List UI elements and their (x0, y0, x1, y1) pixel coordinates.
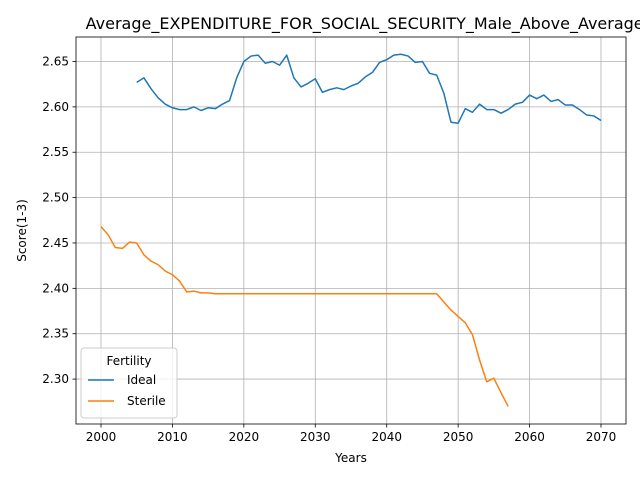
legend-label-sterile: Sterile (127, 394, 166, 408)
y-tick-label: 2.50 (42, 191, 69, 205)
x-tick-label: 2060 (514, 430, 545, 444)
x-tick-label: 2000 (86, 430, 117, 444)
legend: Fertility Ideal Sterile (80, 347, 178, 419)
x-axis-label: Years (334, 451, 367, 465)
y-tick-label: 2.65 (42, 54, 69, 68)
axes-frame (75, 36, 627, 425)
y-tick-label: 2.60 (42, 100, 69, 114)
y-tick-label: 2.40 (42, 281, 69, 295)
legend-label-ideal: Ideal (127, 373, 156, 387)
series-line-sterile (100, 226, 509, 407)
y-axis-label: Score(1-3) (15, 199, 29, 262)
series-lines (100, 53, 602, 407)
series-line-ideal (136, 53, 602, 124)
legend-title: Fertility (106, 354, 151, 368)
x-tick-label: 2010 (157, 430, 188, 444)
y-tick-label: 2.45 (42, 236, 69, 250)
x-tick-label: 2030 (300, 430, 331, 444)
legend-entries: Ideal Sterile (88, 373, 166, 408)
ticks: 2000 2010 2020 2030 2040 2050 2060 2070 2.30 2.35… (42, 54, 616, 444)
x-tick-label: 2020 (229, 430, 260, 444)
x-tick-label: 2070 (586, 430, 617, 444)
x-tick-label: 2040 (371, 430, 402, 444)
y-tick-label: 2.35 (42, 327, 69, 341)
x-tick-label: 2050 (443, 430, 474, 444)
grid (76, 37, 626, 424)
chart-title: Average_EXPENDITURE_FOR_SOCIAL_SECURITY_… (86, 14, 640, 34)
y-tick-label: 2.30 (42, 372, 69, 386)
y-tick-label: 2.55 (42, 145, 69, 159)
